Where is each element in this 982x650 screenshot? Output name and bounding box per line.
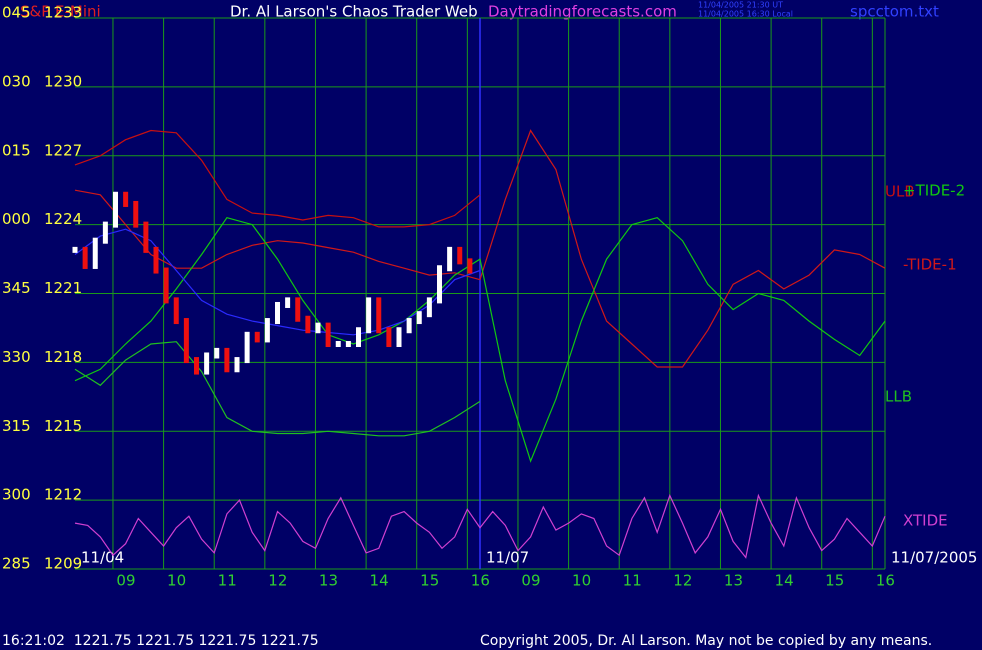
series-line bbox=[74, 129, 886, 368]
y-tick-label: 1224 bbox=[44, 210, 82, 228]
x-tick-label: 12 bbox=[268, 572, 287, 590]
chart-title: Dr. Al Larson's Chaos Trader Web bbox=[230, 3, 478, 21]
series-line bbox=[74, 217, 886, 463]
price-bar bbox=[102, 221, 108, 244]
legend-label: +TIDE-2 bbox=[903, 182, 965, 200]
x-tick-label: 11 bbox=[218, 572, 237, 590]
price-bar bbox=[173, 297, 179, 325]
price-bar bbox=[366, 297, 372, 334]
y-tick-label: 1212 bbox=[44, 486, 82, 504]
price-bar bbox=[82, 246, 88, 269]
status: 16:21:02 1221.75 1221.75 1221.75 1221.75 bbox=[2, 633, 319, 649]
day-label: 11/07/2005 bbox=[891, 549, 977, 567]
legend-label: -TIDE-1 bbox=[903, 256, 957, 274]
series-line bbox=[74, 341, 481, 437]
price-bar bbox=[133, 200, 139, 228]
y-angle-label: 030 bbox=[2, 72, 31, 90]
price-bar bbox=[376, 297, 382, 334]
series-line bbox=[74, 129, 481, 228]
price-bar bbox=[345, 341, 351, 348]
x-tick-label: 11 bbox=[623, 572, 642, 590]
price-bar bbox=[143, 221, 149, 253]
x-tick-label: 09 bbox=[116, 572, 135, 590]
price-bar bbox=[386, 327, 392, 348]
copyright: Copyright 2005, Dr. Al Larson. May not b… bbox=[480, 633, 932, 649]
series-line bbox=[74, 493, 886, 559]
price-bar bbox=[275, 301, 280, 325]
x-tick-label: 10 bbox=[572, 572, 591, 590]
y-tick-label: 1230 bbox=[44, 72, 82, 90]
price-bar bbox=[335, 341, 341, 348]
y-tick-label: 1221 bbox=[44, 279, 82, 297]
price-bar bbox=[396, 327, 402, 348]
y-angle-label: 315 bbox=[2, 417, 31, 435]
price-bar bbox=[295, 297, 301, 322]
y-angle-label: 000 bbox=[2, 210, 31, 228]
legend-label: ULB bbox=[885, 183, 915, 201]
y-angle-label: 015 bbox=[2, 141, 31, 159]
y-tick-label: 1209 bbox=[44, 555, 82, 573]
price-bar bbox=[183, 318, 189, 364]
price-bar bbox=[194, 357, 199, 375]
price-bar bbox=[467, 258, 473, 274]
y-angle-label: 045 bbox=[2, 4, 31, 22]
file-name: spcctom.txt bbox=[850, 3, 939, 21]
price-bar bbox=[356, 327, 361, 348]
y-angle-label: 345 bbox=[2, 279, 31, 297]
legend-label: XTIDE bbox=[903, 512, 948, 530]
day-label: 11/07 bbox=[486, 549, 529, 567]
series-line bbox=[74, 228, 481, 336]
price-bar bbox=[92, 237, 98, 269]
price-bar bbox=[113, 191, 118, 228]
price-bar bbox=[204, 352, 210, 375]
price-bar bbox=[447, 246, 453, 272]
price-bar bbox=[315, 322, 321, 334]
y-tick-label: 1215 bbox=[44, 417, 82, 435]
price-bar bbox=[214, 347, 220, 359]
x-tick-label: 09 bbox=[521, 572, 540, 590]
price-bar bbox=[416, 311, 422, 325]
x-tick-label: 15 bbox=[420, 572, 439, 590]
x-tick-label: 14 bbox=[370, 572, 389, 590]
x-tick-label: 15 bbox=[825, 572, 844, 590]
day-label: 11/04 bbox=[81, 549, 124, 567]
instrument: S&P E-Mini bbox=[20, 3, 101, 21]
x-tick-label: 13 bbox=[319, 572, 338, 590]
x-tick-label: 12 bbox=[673, 572, 692, 590]
price-bar bbox=[153, 246, 159, 274]
x-tick-label: 10 bbox=[167, 572, 186, 590]
y-tick-label: 1233 bbox=[44, 4, 82, 22]
price-bar bbox=[457, 246, 463, 265]
x-tick-label: 14 bbox=[775, 572, 794, 590]
x-tick-label: 13 bbox=[724, 572, 743, 590]
price-bar bbox=[163, 267, 169, 304]
site: Daytradingforecasts.com bbox=[488, 3, 677, 21]
price-bar bbox=[72, 246, 78, 253]
x-tick-label: 16 bbox=[876, 572, 895, 590]
legend-label: LLB bbox=[885, 388, 912, 406]
price-bar bbox=[224, 347, 230, 373]
y-angle-label: 285 bbox=[2, 555, 31, 573]
price-bar bbox=[325, 322, 331, 348]
price-bar bbox=[305, 315, 311, 334]
y-tick-label: 1227 bbox=[44, 141, 82, 159]
price-bar bbox=[437, 265, 442, 304]
price-bar bbox=[426, 297, 432, 318]
price-bar bbox=[264, 318, 270, 343]
price-bar bbox=[254, 331, 260, 343]
time-local: 11/04/2005 16:30 Local bbox=[698, 10, 793, 19]
y-tick-label: 1218 bbox=[44, 348, 82, 366]
price-bar bbox=[123, 191, 129, 207]
price-bar bbox=[406, 318, 412, 334]
time-ut: 11/04/2005 21:30 UT bbox=[698, 1, 783, 10]
price-bar bbox=[234, 357, 240, 373]
price-bar bbox=[244, 331, 250, 364]
x-tick-label: 16 bbox=[471, 572, 490, 590]
price-bar bbox=[285, 297, 291, 308]
y-angle-label: 300 bbox=[2, 486, 31, 504]
y-angle-label: 330 bbox=[2, 348, 31, 366]
